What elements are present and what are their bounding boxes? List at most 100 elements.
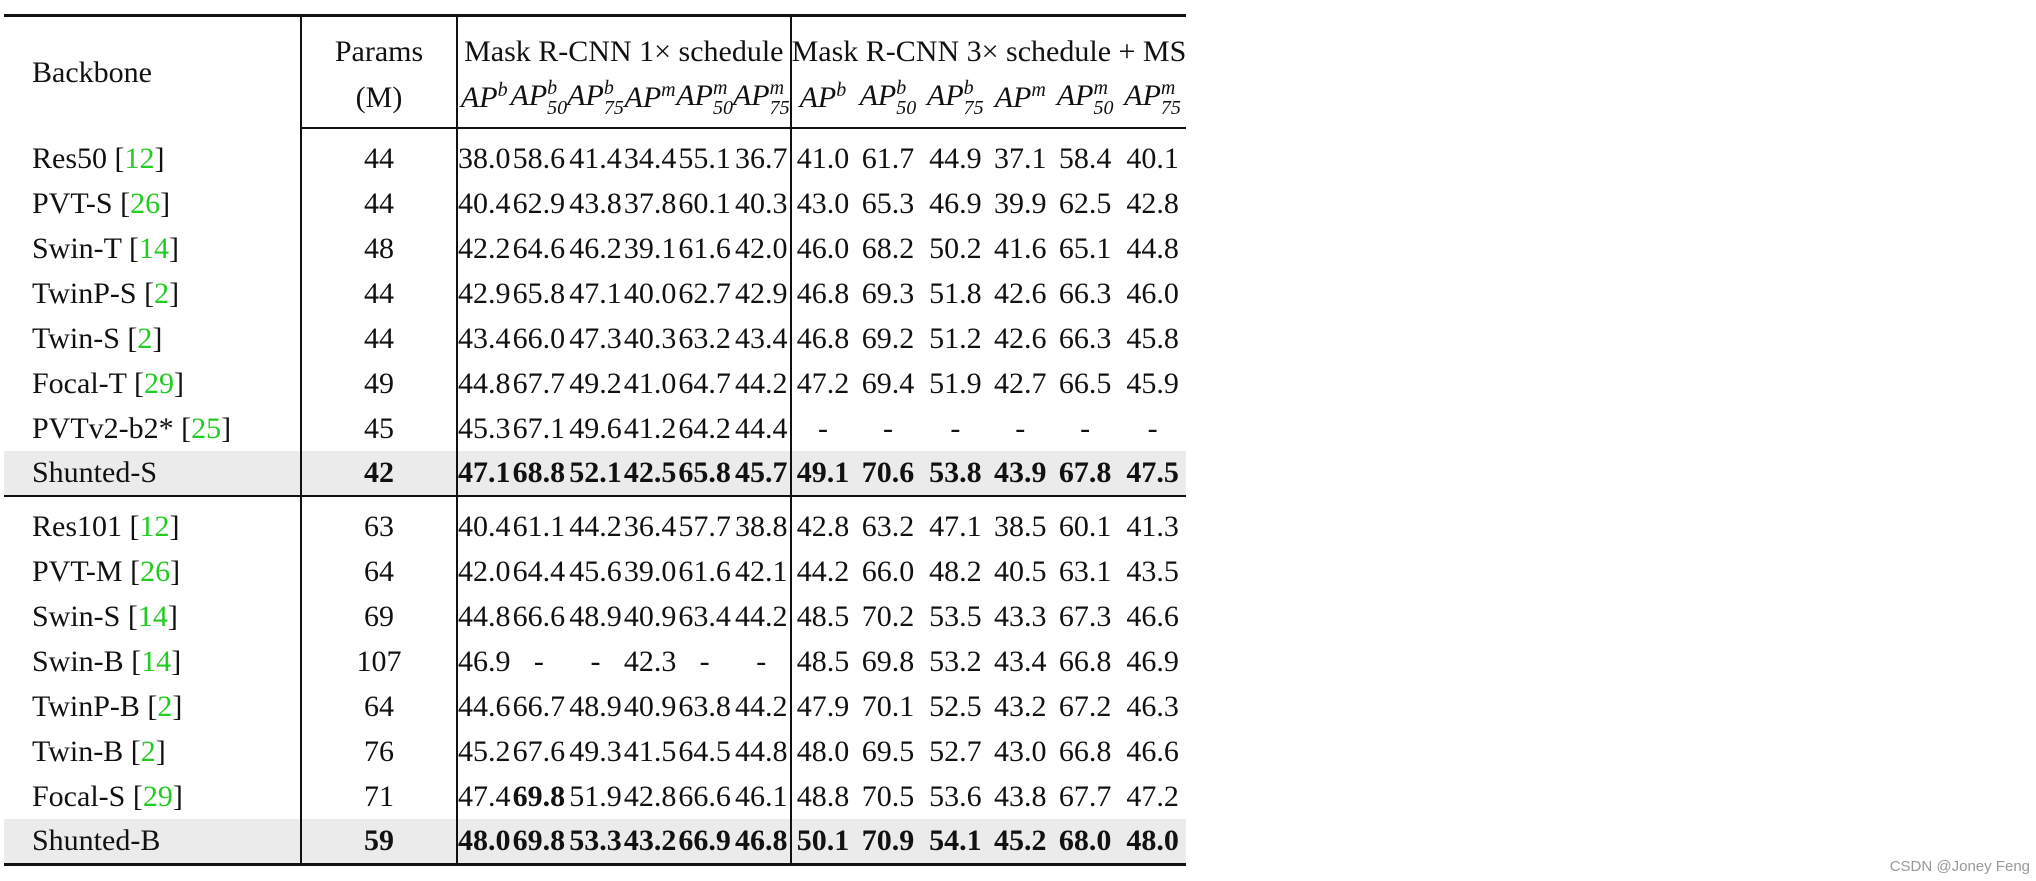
value-cell: 43.4 xyxy=(732,316,792,361)
metric-header: APb xyxy=(790,69,855,129)
metric-script: b 50 xyxy=(896,78,916,118)
value-cell: 46.9 xyxy=(929,186,982,220)
citation: [14] xyxy=(127,599,178,633)
value-cell: 53.3 xyxy=(567,819,624,866)
value-cell: 64.5 xyxy=(678,734,731,768)
value-cell: 63.8 xyxy=(678,689,731,723)
table-row: PVT-M [26] 64 42.0 64.4 45.6 39.0 61.6 42.1 44.2… xyxy=(4,549,1186,594)
value-cell: 67.6 xyxy=(512,734,566,768)
value-cell: 42.6 xyxy=(994,321,1047,355)
table-head: Backbone Params Mask R-CNN 1× schedule M… xyxy=(4,14,1187,129)
value-cell: 66.3 xyxy=(1058,321,1112,355)
table-row: Twin-B [2] 76 45.2 67.6 49.3 41.5 64.5 44.8 48.0… xyxy=(4,729,1186,774)
table-row: TwinP-S [2] 44 42.9 65.8 47.1 40.0 62.7 42.9 46.… xyxy=(4,271,1186,316)
value-cell: 40.3 xyxy=(623,321,677,355)
value-cell: 70.6 xyxy=(854,451,922,496)
value-cell: 52.7 xyxy=(929,734,982,768)
group-header: Mask R-CNN 3× schedule + MS xyxy=(790,14,1187,69)
metric-header: AP b 75 xyxy=(921,69,990,129)
value-cell: 38.5 xyxy=(994,509,1047,543)
metric-sup: b xyxy=(963,77,974,99)
value-cell: 49.3 xyxy=(569,734,622,768)
value-cell: 37.1 xyxy=(994,141,1047,175)
value-cell: 42.8 xyxy=(623,779,677,813)
metric-header: AP b 50 xyxy=(854,69,922,129)
value-cell: 52.1 xyxy=(567,451,624,496)
citation: [2] xyxy=(144,276,180,310)
value-cell: 65.8 xyxy=(512,276,566,310)
value-cell: 51.9 xyxy=(929,366,982,400)
value-cell: 66.6 xyxy=(678,779,731,813)
value-cell: 46.3 xyxy=(1126,689,1179,723)
value-cell: 63.4 xyxy=(678,599,731,633)
params-cell: 76 xyxy=(301,729,458,774)
value-cell: 45.2 xyxy=(989,819,1052,866)
metric-script: m 75 xyxy=(770,78,790,118)
value-cell: 44.8 xyxy=(458,599,511,633)
value-cell: 42.6 xyxy=(994,276,1047,310)
value-cell: 63.2 xyxy=(678,321,731,355)
value-cell: 43.8 xyxy=(569,186,622,220)
backbone-name: Swin-S xyxy=(32,599,121,633)
metric-base: AP xyxy=(799,81,837,114)
value-cell: 47.4 xyxy=(458,779,511,813)
value-cell: 44.8 xyxy=(1126,231,1179,265)
spacer-cell xyxy=(567,495,624,504)
backbone-cell: Res50 [12] xyxy=(4,136,302,181)
spacer-cell xyxy=(457,495,511,504)
value-cell: 70.1 xyxy=(861,689,915,723)
value-cell: 52.5 xyxy=(929,689,982,723)
table-row: Shunted-B 59 48.0 69.8 53.3 43.2 66.9 46.8 50.1 7… xyxy=(4,819,1187,866)
spacer-cell xyxy=(623,495,677,504)
value-cell: 40.5 xyxy=(994,554,1047,588)
metric-base: AP xyxy=(567,78,604,112)
results-table: Backbone Params Mask R-CNN 1× schedule M… xyxy=(4,14,1187,866)
value-cell: 42.9 xyxy=(732,271,792,316)
backbone-cell: Swin-S [14] xyxy=(4,594,302,639)
value-cell: 36.7 xyxy=(732,136,792,181)
metric-script: m 75 xyxy=(1161,78,1181,118)
value-cell: 42.7 xyxy=(994,366,1047,400)
params-cell: 42 xyxy=(301,451,458,496)
value-cell: 36.4 xyxy=(623,509,677,543)
value-cell: 51.8 xyxy=(929,276,982,310)
value-cell: 47.1 xyxy=(929,509,982,543)
value-cell: 66.3 xyxy=(1058,276,1112,310)
spacer-cell xyxy=(676,128,733,136)
params-cell: 44 xyxy=(301,316,458,361)
backbone-name: Swin-B xyxy=(32,644,124,678)
spacer-cell xyxy=(624,128,677,136)
value-cell: 45.3 xyxy=(458,411,511,445)
params-cell: 45 xyxy=(301,406,458,451)
spacer-cell xyxy=(1119,128,1186,136)
value-cell: - xyxy=(533,644,544,678)
value-cell: 70.2 xyxy=(861,599,915,633)
value-cell: 46.9 xyxy=(458,644,511,678)
value-cell: 66.9 xyxy=(676,819,733,866)
spacer-cell xyxy=(1051,128,1118,136)
metric-script: b 75 xyxy=(964,78,984,118)
metric-header: AP b 50 xyxy=(510,69,568,129)
value-cell: 68.2 xyxy=(861,231,915,265)
params-cell: 48 xyxy=(301,226,458,271)
metric-header: AP m 50 xyxy=(1051,69,1119,129)
value-cell: 42.0 xyxy=(458,554,511,588)
backbone-name: Res50 xyxy=(32,141,107,175)
value-cell: 45.9 xyxy=(1126,366,1179,400)
value-cell: 67.3 xyxy=(1058,599,1112,633)
spacer-cell xyxy=(921,495,990,504)
value-cell: 40.1 xyxy=(1126,141,1179,175)
value-cell: 60.1 xyxy=(678,186,731,220)
backbone-name: Shunted-B xyxy=(32,823,161,857)
value-cell: 43.2 xyxy=(623,819,677,866)
value-cell: 41.2 xyxy=(623,411,677,445)
spacer-cell xyxy=(854,128,921,136)
params-cell: 71 xyxy=(301,774,458,819)
spacer-cell xyxy=(676,495,733,504)
value-cell: 46.6 xyxy=(1126,734,1179,768)
spacer-cell xyxy=(1118,495,1187,504)
value-cell: 58.4 xyxy=(1058,141,1112,175)
backbone-name: Res101 xyxy=(32,509,122,543)
spacer-cell xyxy=(511,128,568,136)
value-cell: 69.8 xyxy=(861,644,915,678)
